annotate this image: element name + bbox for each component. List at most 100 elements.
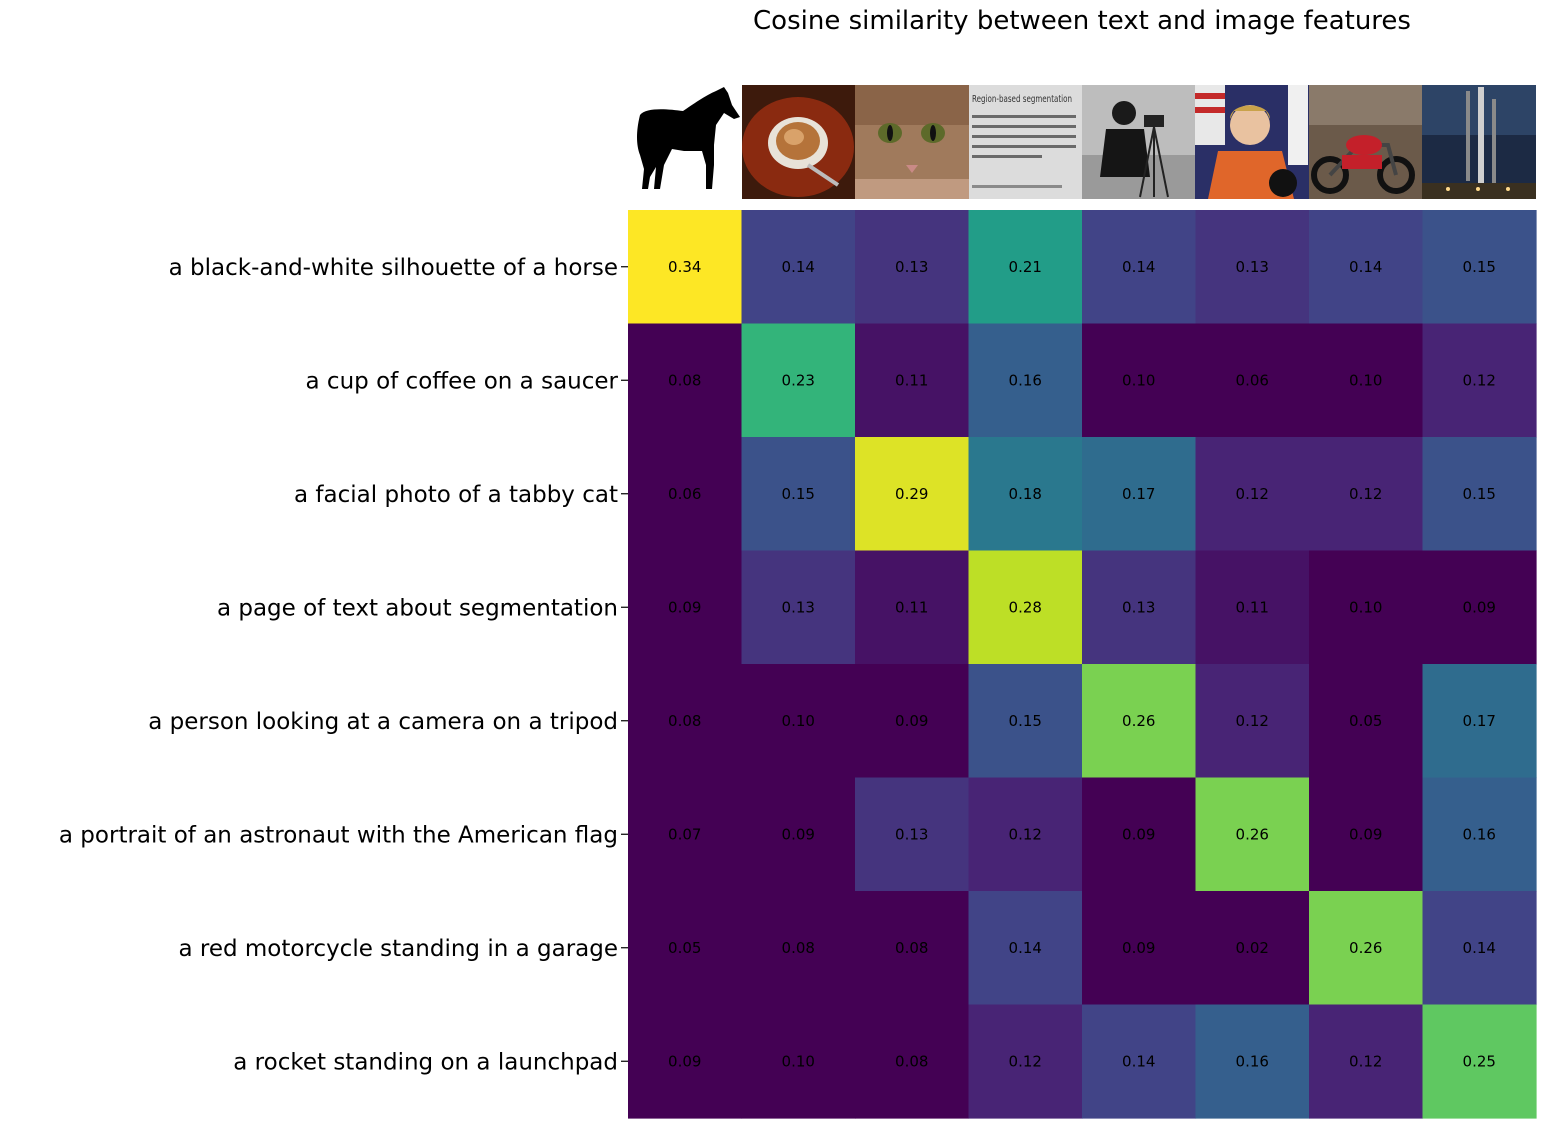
cell-value-label: 0.14	[1122, 258, 1155, 276]
heatmap-cell	[1082, 210, 1197, 325]
heatmap-cell	[1422, 891, 1537, 1006]
page-heading: Region-based segmentation	[972, 94, 1072, 105]
cell-value-label: 0.14	[1349, 258, 1382, 276]
cell-value-label: 0.06	[1236, 371, 1269, 389]
cell-value-label: 0.25	[1463, 1052, 1496, 1070]
horse-icon	[637, 87, 740, 189]
thumb-motorcycle	[1309, 85, 1422, 199]
thumb-astronaut	[1195, 85, 1309, 199]
heatmap-cell	[1422, 210, 1537, 325]
heatmap-cell	[628, 891, 743, 1006]
cell-value-label: 0.15	[1463, 258, 1496, 276]
heatmap-cell	[968, 437, 1083, 552]
heatmap-cell	[1082, 664, 1197, 779]
cell-value-label: 0.12	[1463, 371, 1496, 389]
cell-value-label: 0.07	[668, 825, 701, 843]
heatmap-cell	[628, 1004, 743, 1119]
cell-value-label: 0.23	[782, 371, 815, 389]
heatmap-cell	[628, 777, 743, 892]
heatmap-cell	[1309, 891, 1424, 1006]
cell-value-label: 0.14	[1463, 939, 1496, 957]
heatmap-cell	[968, 891, 1083, 1006]
row-label: a person looking at a camera on a tripod	[148, 709, 618, 735]
heatmap-cell	[1309, 664, 1424, 779]
cell-value-label: 0.16	[1463, 825, 1496, 843]
cell-value-label: 0.05	[668, 939, 701, 957]
cell-value-label: 0.16	[1009, 371, 1042, 389]
heatmap-cell	[1422, 550, 1537, 665]
row-labels: a black-and-white silhouette of a horse a…	[59, 255, 628, 1075]
cell-value-label: 0.08	[782, 939, 815, 957]
row-label: a rocket standing on a launchpad	[233, 1049, 618, 1075]
heatmap-cell	[1082, 1004, 1197, 1119]
heatmap-cell	[855, 777, 970, 892]
heatmap-cell	[855, 323, 970, 438]
cell-value-label: 0.10	[1349, 371, 1382, 389]
heatmap-cell	[741, 437, 856, 552]
cell-value-label: 0.09	[1349, 825, 1382, 843]
thumb-page: Region-based segmentation	[969, 85, 1082, 199]
heatmap-cell	[855, 210, 970, 325]
cell-value-label: 0.08	[895, 1052, 928, 1070]
heatmap-cell	[1309, 777, 1424, 892]
thumb-horse	[628, 85, 741, 199]
cell-value-label: 0.10	[782, 712, 815, 730]
heatmap-cell	[1309, 1004, 1424, 1119]
heatmap-cell	[741, 777, 856, 892]
cell-value-label: 0.08	[668, 712, 701, 730]
row-label: a black-and-white silhouette of a horse	[169, 255, 618, 281]
heatmap-cell	[1082, 437, 1197, 552]
cell-value-label: 0.28	[1009, 598, 1042, 616]
heatmap-cell	[855, 1004, 970, 1119]
row-label: a cup of coffee on a saucer	[306, 368, 619, 394]
cell-value-label: 0.15	[1463, 485, 1496, 503]
cell-value-label: 0.12	[1236, 485, 1269, 503]
cell-value-label: 0.12	[1236, 712, 1269, 730]
cell-value-label: 0.09	[782, 825, 815, 843]
heatmap-cell	[1422, 323, 1537, 438]
cell-value-label: 0.18	[1009, 485, 1042, 503]
cell-value-label: 0.06	[668, 485, 701, 503]
heatmap-cell	[1422, 1004, 1537, 1119]
cell-value-label: 0.09	[895, 712, 928, 730]
cell-value-label: 0.21	[1009, 258, 1042, 276]
cell-value-label: 0.34	[668, 258, 701, 276]
row-label: a facial photo of a tabby cat	[294, 482, 618, 508]
heatmap-cell	[968, 1004, 1083, 1119]
heatmap-cell	[855, 550, 970, 665]
cell-value-label: 0.09	[1122, 825, 1155, 843]
cell-value-label: 0.09	[1122, 939, 1155, 957]
heatmap-cell	[1195, 664, 1310, 779]
heatmap-cell	[1195, 891, 1310, 1006]
heatmap-cell	[1422, 437, 1537, 552]
row-label: a page of text about segmentation	[217, 595, 618, 621]
cell-value-label: 0.12	[1009, 1052, 1042, 1070]
heatmap-cell	[968, 210, 1083, 325]
heatmap-cell	[1195, 323, 1310, 438]
cell-value-label: 0.14	[782, 258, 815, 276]
heatmap-cell	[1082, 550, 1197, 665]
heatmap-cell	[1195, 777, 1310, 892]
heatmap-cell	[628, 210, 743, 325]
cell-value-label: 0.09	[668, 598, 701, 616]
heatmap-cell	[968, 323, 1083, 438]
cell-value-label: 0.10	[1122, 371, 1155, 389]
cell-value-label: 0.26	[1122, 712, 1155, 730]
heatmap-cell	[1082, 323, 1197, 438]
cell-value-label: 0.29	[895, 485, 928, 503]
thumb-coffee	[742, 85, 855, 199]
cell-value-label: 0.11	[1236, 598, 1269, 616]
heatmap-cell	[1195, 210, 1310, 325]
cell-value-label: 0.15	[1009, 712, 1042, 730]
heatmap-cell	[968, 664, 1083, 779]
heatmap-cell	[741, 891, 856, 1006]
heatmap-cell	[628, 550, 743, 665]
heatmap-cell	[1422, 664, 1537, 779]
heatmap-cell	[1422, 777, 1537, 892]
cell-value-label: 0.12	[1349, 1052, 1382, 1070]
heatmap-cell	[1309, 323, 1424, 438]
heatmap-cell	[1082, 777, 1197, 892]
heatmap-cell	[628, 323, 743, 438]
heatmap-cell	[1195, 550, 1310, 665]
